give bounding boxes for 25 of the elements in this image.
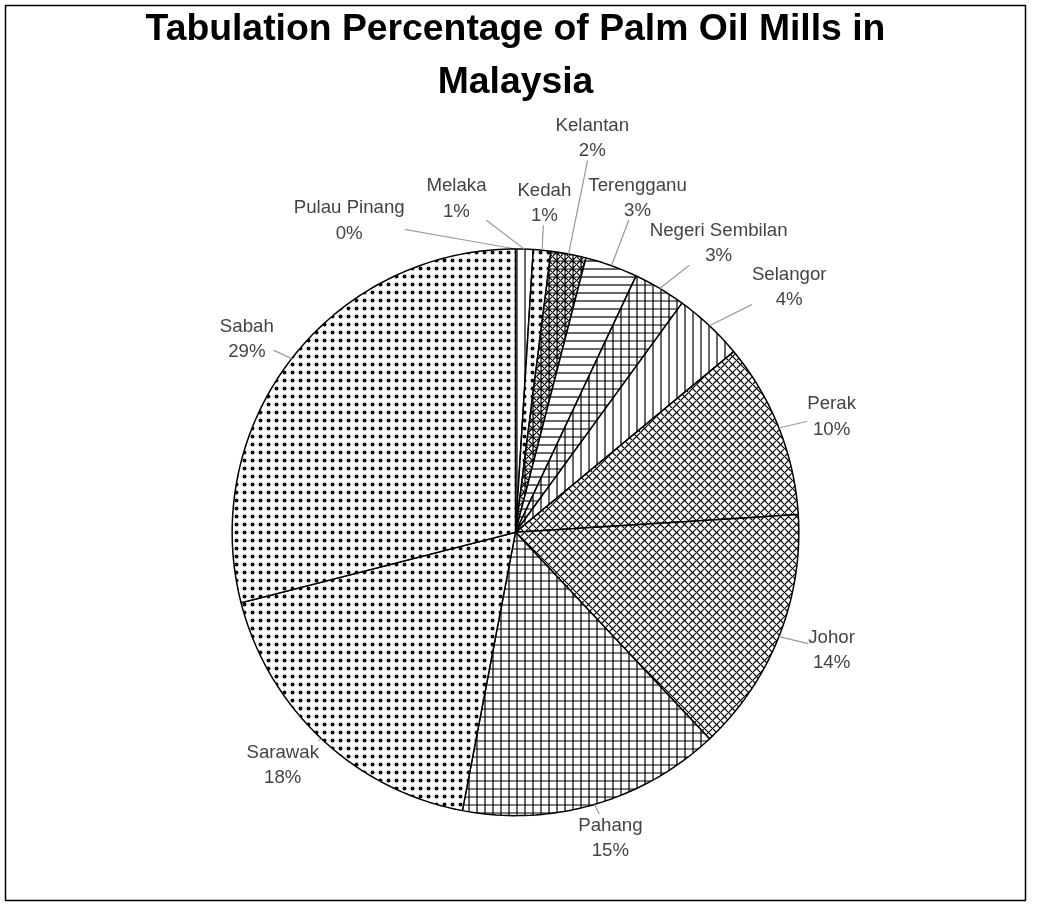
data-label: 10%: [812, 417, 851, 439]
slice-label: Kedah: [517, 178, 572, 200]
data-label: 18%: [264, 765, 302, 787]
slice-label: Terengganu: [588, 173, 687, 195]
data-label: 1%: [442, 199, 470, 221]
slice-label: Melaka: [426, 174, 488, 196]
slice-label: Pahang: [578, 813, 643, 835]
data-label: 15%: [591, 839, 630, 861]
text: 0%: [335, 221, 363, 243]
data-label: 14%: [812, 651, 851, 673]
data-label: 3%: [705, 244, 733, 266]
slice-label: Selangor: [751, 262, 827, 284]
slice-label: Negeri Sembilan: [649, 219, 788, 241]
slice-label: Perak: [807, 392, 857, 414]
slice-label: Kelantan: [555, 114, 630, 136]
data-label: 3%: [624, 198, 652, 220]
chart-title: Tabulation Percentage of Palm Oil Mills in Malaysia: [145, 6, 886, 101]
data-label: 29%: [228, 339, 266, 361]
slice-label: Sabah: [219, 314, 274, 336]
data-label: 4%: [775, 287, 803, 309]
slice-label: Sarawak: [246, 740, 320, 762]
data-label: 1%: [530, 204, 558, 226]
category-label: Pulau Pinang: [293, 196, 405, 218]
slice-label: Johor: [808, 626, 855, 648]
data-label: 2%: [578, 139, 606, 161]
